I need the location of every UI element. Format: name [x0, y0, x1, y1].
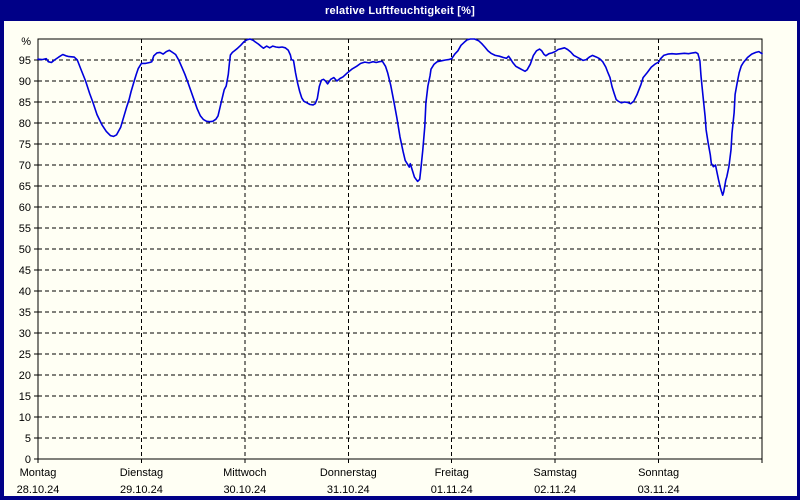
x-date-label: 29.10.24	[120, 484, 163, 496]
title-bar: relative Luftfeuchtigkeit [%]	[0, 0, 800, 21]
y-tick-label: 45	[19, 265, 31, 277]
x-date-label: 03.11.24	[638, 484, 680, 496]
y-tick-label: 35	[19, 307, 31, 319]
y-tick-label: 55	[19, 223, 31, 235]
chart-title: relative Luftfeuchtigkeit [%]	[324, 4, 476, 17]
humidity-line	[37, 38, 763, 196]
x-date-label: 28.10.24	[17, 484, 60, 496]
x-day-label: Donnerstag	[320, 467, 377, 479]
x-day-label: Montag	[20, 467, 57, 479]
x-day-label: Sonntag	[638, 467, 679, 479]
y-tick-label: 25	[19, 349, 31, 361]
chart-area: 0 5 10 15 20 25 30 35 40 45 50 55 60 65 70 75 80 85 90 95% M…	[4, 21, 797, 496]
x-day-label: Freitag	[435, 467, 469, 479]
x-date-label: 31.10.24	[327, 484, 370, 496]
y-tick-label: 40	[19, 286, 31, 298]
y-tick-label: 95	[19, 55, 31, 67]
y-tick-label: 15	[19, 391, 31, 403]
y-tick-label: 50	[19, 244, 31, 256]
y-tick-label: 85	[19, 97, 31, 109]
plot-frame	[37, 38, 763, 460]
humidity-chart-svg: 0 5 10 15 20 25 30 35 40 45 50 55 60 65 70 75 80 85 90 95% M…	[17, 36, 763, 496]
y-tick-label: 65	[19, 181, 31, 193]
y-tick-label: 10	[19, 412, 31, 424]
y-tick-label: 30	[19, 328, 31, 340]
y-tick-label: 60	[19, 202, 31, 214]
y-tick-label: 20	[19, 370, 31, 382]
y-tick-label: 90	[19, 76, 31, 88]
x-day-label: Dienstag	[120, 467, 163, 479]
y-tick-label: 75	[19, 139, 31, 151]
y-tick-label: 70	[19, 160, 31, 172]
y-axis-unit-label: %	[21, 36, 31, 48]
x-date-label: 30.10.24	[223, 484, 266, 496]
x-date-label: 02.11.24	[534, 484, 576, 496]
y-tick-label: 5	[25, 433, 31, 445]
y-tick-label: 0	[25, 454, 31, 466]
x-date-label: 01.11.24	[431, 484, 473, 496]
y-tick-label: 80	[19, 118, 31, 130]
x-day-label: Mittwoch	[223, 467, 266, 479]
x-day-label: Samstag	[533, 467, 576, 479]
